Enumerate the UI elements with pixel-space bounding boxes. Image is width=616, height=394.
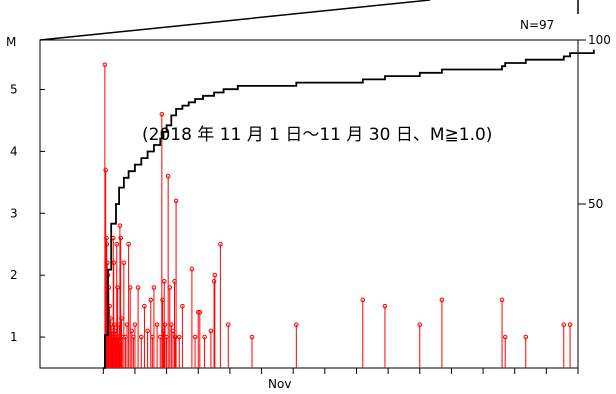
event-marker [189,266,195,272]
magnitude-axis-label: M [6,35,16,49]
event-marker [117,223,123,228]
event-marker [176,334,182,340]
magnitude-tick-label: 3 [10,206,18,220]
event-marker [103,167,108,173]
event-marker [249,334,255,340]
event-marker [112,322,117,327]
event-marker [502,334,508,340]
event-marker [173,198,179,204]
event-marker [126,241,131,247]
event-marker [439,297,445,303]
cumulative-count-line [103,49,595,369]
time-axis [102,368,579,374]
event-marker [135,285,141,290]
event-marker [561,322,567,327]
period-annotation: (2018 年 11 月 1 日～11 月 30 日、M≧1.0) [142,125,492,145]
event-marker [202,334,207,340]
event-marker [499,297,505,303]
event-marker [165,173,171,179]
event-marker [180,303,185,309]
event-marker [192,334,198,340]
event-marker [211,279,217,284]
event-marker [208,328,214,334]
event-marker [523,334,529,340]
magnitude-tick-label: 5 [10,83,18,97]
event-marker [148,297,154,303]
event-marker [119,316,124,321]
event-marker [294,322,299,327]
event-marker [127,285,133,290]
event-marker [161,279,167,284]
event-marker [104,260,110,266]
event-marker [104,241,110,247]
event-marker [417,322,423,327]
event-marker [159,111,165,117]
magnitude-tick-label: 2 [10,268,18,282]
magnitude-tick-label: 1 [10,330,18,344]
event-marker [151,285,157,290]
event-marker [104,235,109,241]
event-marker [145,328,150,334]
count-tick-label: 50 [588,197,603,211]
event-marker [154,322,160,327]
event-stems [102,62,573,368]
event-marker [132,322,138,327]
magnitude-tick-label: 4 [10,144,18,158]
event-marker [118,235,123,241]
event-marker [382,303,388,309]
event-marker [360,297,366,303]
event-marker [212,272,218,278]
perspective-line-left [39,0,431,41]
magnitude-axis: 1 2 3 4 5 [10,83,45,344]
event-marker [167,285,173,290]
event-marker [142,303,147,309]
count-label: N=97 [520,18,554,32]
event-marker [197,310,203,315]
event-marker [115,285,120,290]
count-axis: 50 100 [578,33,611,211]
count-tick-label: 100 [588,33,611,47]
event-marker [121,260,127,266]
event-marker [567,322,573,327]
event-marker [162,322,168,327]
event-marker [169,322,174,327]
event-marker [102,62,108,68]
event-marker [138,334,144,340]
event-marker [218,241,223,247]
event-marker [114,241,120,247]
event-marker [226,322,231,327]
x-tick-label-nov: Nov [268,377,291,391]
event-marker [129,328,135,334]
